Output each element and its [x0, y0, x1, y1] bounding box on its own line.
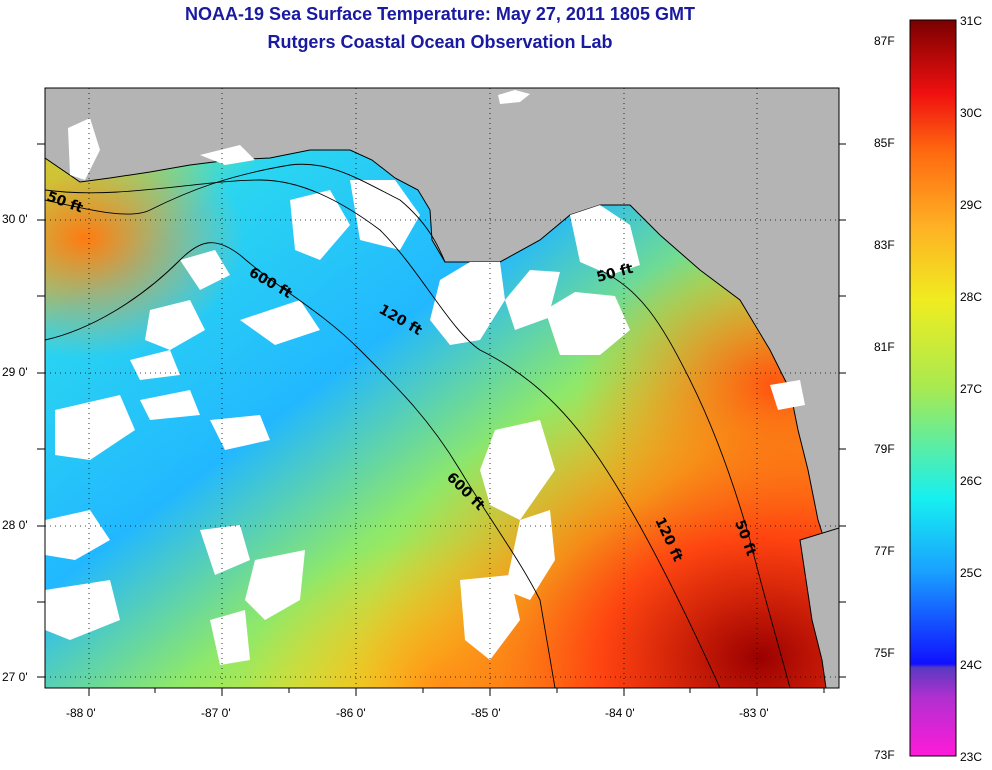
bathymetry-contours: [45, 163, 791, 688]
map-title: NOAA-19 Sea Surface Temperature: May 27,…: [185, 4, 695, 24]
lat-tick-label: 30 0': [2, 212, 28, 226]
celsius-label: 25C: [960, 566, 983, 580]
lon-tick-label: -86 0': [336, 706, 366, 720]
map-frame: [44, 87, 840, 689]
lon-tick-label: -87 0': [201, 706, 231, 720]
lat-tick-label: 29 0': [2, 365, 28, 379]
lon-tick-label: -84 0': [605, 706, 635, 720]
fahrenheit-label: 79F: [874, 442, 895, 456]
map-subtitle: Rutgers Coastal Ocean Observation Lab: [267, 32, 613, 52]
celsius-label: 23C: [960, 750, 983, 764]
celsius-label: 29C: [960, 198, 983, 212]
lon-tick-label: -85 0': [471, 706, 501, 720]
fahrenheit-label: 77F: [874, 544, 895, 558]
cloud-cover: [45, 90, 805, 665]
lat-tick-label: 27 0': [2, 670, 28, 684]
fahrenheit-label: 75F: [874, 646, 895, 660]
celsius-label: 27C: [960, 382, 983, 396]
lon-tick-label: -83 0': [739, 706, 769, 720]
celsius-label: 26C: [960, 474, 983, 488]
lat-lon-grid: [45, 88, 839, 688]
celsius-label: 31C: [960, 14, 983, 28]
fahrenheit-label: 81F: [874, 340, 895, 354]
celsius-label: 30C: [960, 106, 983, 120]
celsius-label: 24C: [960, 658, 983, 672]
fahrenheit-label: 83F: [874, 238, 895, 252]
lat-tick-label: 28 0': [2, 518, 28, 532]
fahrenheit-label: 73F: [874, 748, 895, 762]
fahrenheit-label: 85F: [874, 136, 895, 150]
lon-tick-label: -88 0': [66, 706, 96, 720]
celsius-label: 28C: [960, 290, 983, 304]
fahrenheit-label: 87F: [874, 34, 895, 48]
